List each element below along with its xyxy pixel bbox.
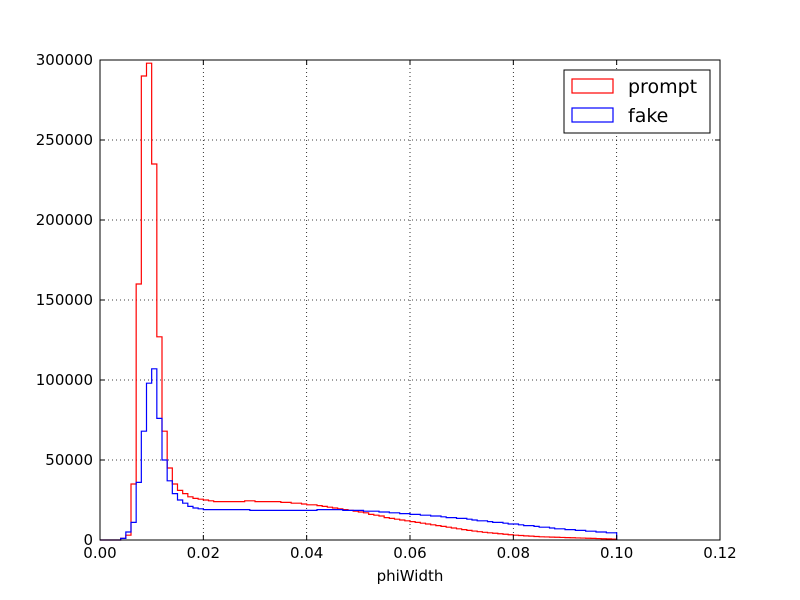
legend: prompt fake	[563, 69, 711, 134]
x-tick-label: 0.12	[703, 544, 736, 562]
legend-swatch-fake	[571, 107, 614, 123]
y-tick-label: 100000	[36, 371, 93, 389]
series-line-fake	[100, 368, 618, 541]
y-tick-label: 250000	[36, 131, 93, 149]
x-tick-label: 0.10	[600, 544, 633, 562]
x-tick-label: 0.00	[83, 544, 116, 562]
x-tick-label: 0.04	[290, 544, 323, 562]
y-tick-label: 200000	[36, 211, 93, 229]
x-axis-label: phiWidth	[377, 567, 444, 585]
x-tick-label: 0.02	[187, 544, 220, 562]
grid	[100, 60, 720, 540]
legend-label-prompt: prompt	[628, 76, 697, 98]
legend-swatch-prompt	[571, 78, 614, 94]
y-tick-label: 0	[83, 531, 93, 549]
series-group	[100, 62, 618, 541]
x-tick-label: 0.08	[497, 544, 530, 562]
tick-labels: 0.00 0.02 0.04 0.06 0.08 0.10 0.12 0 50000 100000…	[36, 51, 737, 562]
y-tick-label: 50000	[45, 451, 93, 469]
legend-label-fake: fake	[628, 105, 668, 127]
y-tick-label: 150000	[36, 291, 93, 309]
y-tick-label: 300000	[36, 51, 93, 69]
ticks	[99, 59, 721, 541]
x-tick-label: 0.06	[393, 544, 426, 562]
series-line-prompt	[100, 62, 618, 541]
